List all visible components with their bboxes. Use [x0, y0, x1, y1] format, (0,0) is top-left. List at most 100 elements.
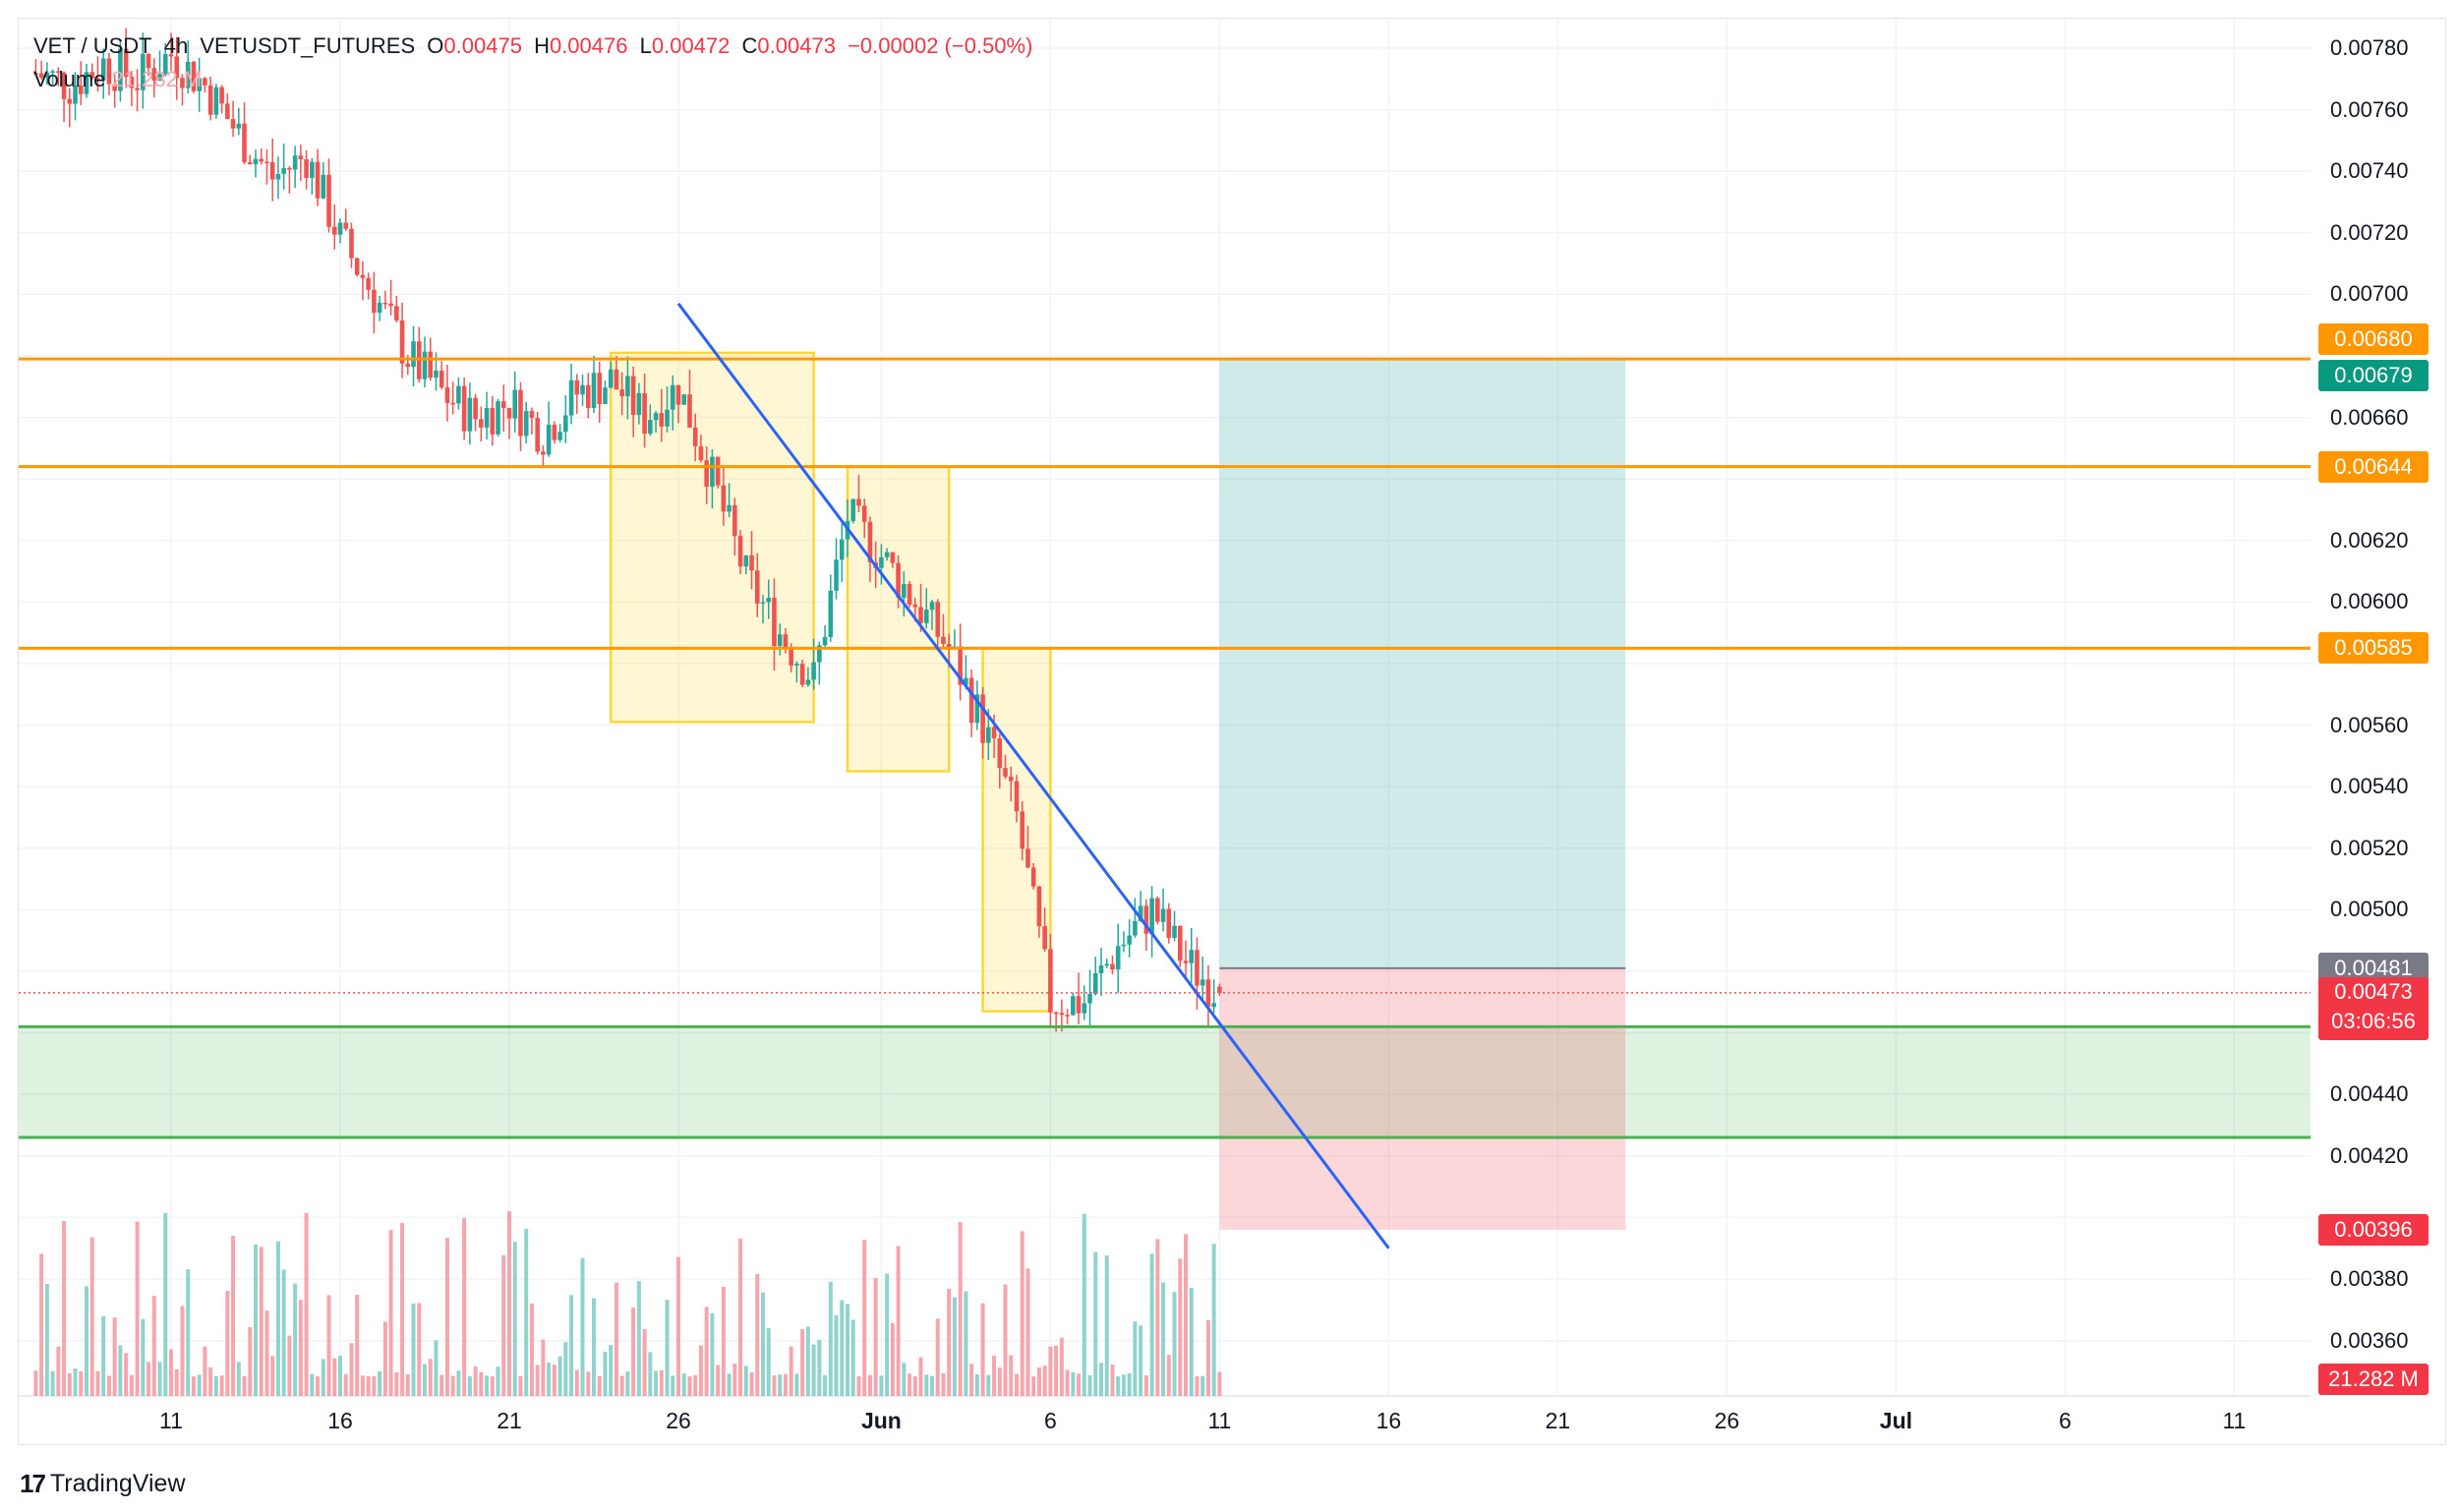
- candle-body: [754, 570, 760, 604]
- time-tick-label: 26: [666, 1408, 691, 1433]
- candle-body: [918, 607, 923, 623]
- volume-bar: [293, 1283, 298, 1396]
- bar-countdown: 03:06:56: [2331, 1008, 2416, 1033]
- candle-body: [168, 54, 174, 57]
- volume-bar: [254, 1244, 258, 1396]
- candle-body: [890, 552, 896, 563]
- candle-body: [230, 119, 236, 129]
- volume-bar: [1205, 1319, 1210, 1396]
- candle-body: [191, 61, 197, 91]
- candle-body: [321, 174, 326, 199]
- candle-body: [614, 369, 619, 390]
- candle-body: [653, 413, 659, 421]
- candle-body: [902, 584, 907, 598]
- volume-bar: [1093, 1251, 1098, 1396]
- volume-bar: [557, 1356, 562, 1396]
- volume-bar: [862, 1240, 867, 1396]
- candle-body: [1138, 905, 1143, 921]
- volume-bar: [1031, 1375, 1036, 1396]
- volume-bar: [766, 1328, 771, 1396]
- candle-body: [777, 634, 783, 647]
- volume-bar: [270, 1356, 275, 1396]
- descending-trendline: [676, 302, 1390, 1250]
- volume-bar: [1015, 1373, 1019, 1396]
- candle-body: [1127, 935, 1132, 945]
- volume-bar: [912, 1375, 917, 1396]
- volume-bar: [1178, 1258, 1183, 1396]
- candle-body: [1008, 776, 1014, 782]
- candle-body: [439, 370, 444, 388]
- interval[interactable]: 4h: [163, 33, 189, 58]
- volume-bar: [1143, 1375, 1148, 1396]
- tradingview-brand[interactable]: 17 TradingView: [20, 1469, 186, 1499]
- candle-body: [1104, 963, 1110, 966]
- candle-body: [269, 162, 275, 180]
- volume-bar: [50, 1370, 55, 1396]
- volume-bar: [924, 1374, 929, 1396]
- candle-body: [1143, 905, 1149, 934]
- volume-bar: [1054, 1345, 1059, 1396]
- volume-bar: [456, 1370, 461, 1396]
- candle-body: [203, 78, 207, 86]
- candle-body: [264, 161, 269, 163]
- volume-bar: [952, 1297, 957, 1396]
- candle-body: [710, 456, 715, 488]
- volume-bar: [569, 1295, 574, 1396]
- candle-body: [473, 397, 478, 420]
- candle-body: [692, 427, 698, 446]
- volume-legend-value: 21.282 M: [111, 67, 203, 91]
- high-value: 0.00476: [549, 33, 628, 58]
- volume-bar: [992, 1355, 997, 1396]
- candle-body: [506, 407, 512, 419]
- candle-body: [1217, 986, 1222, 993]
- volume-bar: [129, 1374, 134, 1396]
- volume-bar: [823, 1374, 828, 1396]
- volume-bar: [1149, 1253, 1154, 1396]
- volume-bar: [512, 1242, 517, 1396]
- volume-bar: [180, 1306, 185, 1396]
- volume-bar: [732, 1364, 737, 1396]
- candle-body: [157, 74, 162, 82]
- volume-bar: [535, 1365, 540, 1396]
- volume-bar: [208, 1367, 213, 1396]
- candle-body: [856, 498, 861, 506]
- candle-body: [315, 161, 321, 199]
- volume-bar: [281, 1269, 286, 1396]
- volume-bar: [321, 1359, 325, 1396]
- volume-bar: [552, 1365, 556, 1396]
- candle-body: [100, 58, 106, 81]
- candle-body: [67, 98, 73, 104]
- candle-body: [958, 646, 963, 685]
- volume-bar: [1087, 1375, 1092, 1396]
- symbol-name[interactable]: VET / USDT: [33, 33, 152, 58]
- candle-body: [496, 401, 500, 435]
- volume-bar: [1003, 1284, 1008, 1396]
- price-tick-label: 0.00660: [2330, 404, 2409, 430]
- candle-body: [591, 373, 597, 409]
- volume-bar: [1189, 1287, 1194, 1396]
- candle-body: [912, 604, 918, 608]
- candle-body: [732, 504, 737, 537]
- volume-bar: [676, 1256, 680, 1396]
- volume-bar: [1172, 1292, 1177, 1396]
- volume-bar: [275, 1241, 280, 1396]
- candle-body: [1025, 848, 1030, 868]
- candle-body: [310, 161, 315, 178]
- volume-bar: [332, 1358, 337, 1396]
- volume-bar: [935, 1318, 940, 1396]
- candle-body: [450, 402, 455, 405]
- candle-body: [1098, 965, 1104, 973]
- candle-body: [1110, 963, 1115, 970]
- volume-bar: [405, 1373, 410, 1396]
- volume-bar: [828, 1281, 833, 1396]
- volume-bar: [388, 1230, 393, 1396]
- candle-body: [1059, 1013, 1065, 1016]
- volume-bar: [890, 1322, 895, 1396]
- time-tick-label: 21: [497, 1408, 522, 1433]
- volume-bar: [298, 1300, 303, 1396]
- time-tick-label: 6: [2058, 1408, 2072, 1433]
- price-tick-label: 0.00420: [2330, 1142, 2409, 1168]
- candle-body: [935, 602, 941, 637]
- candle-body: [219, 87, 224, 104]
